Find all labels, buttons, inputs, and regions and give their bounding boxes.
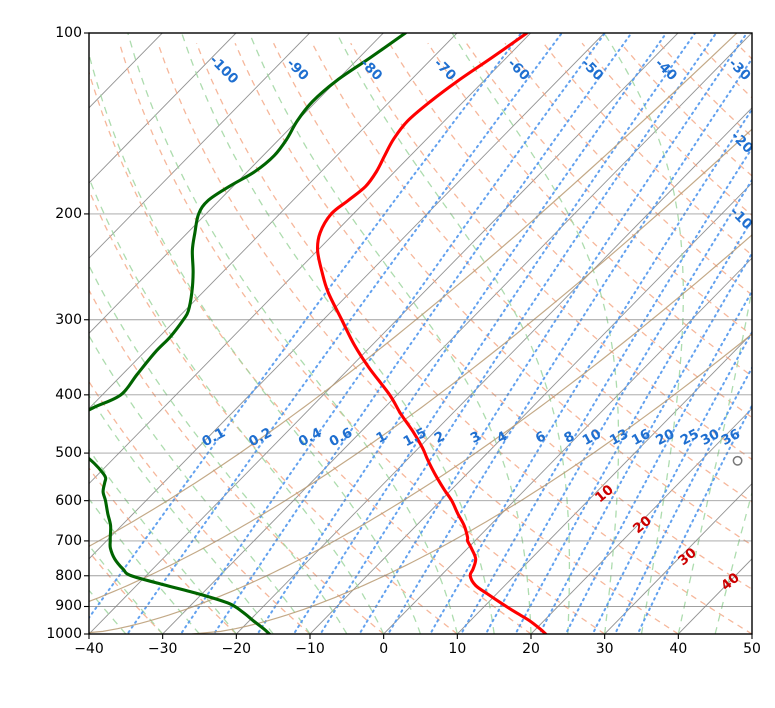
- mixing-ratio-label: 30: [698, 426, 722, 449]
- mixing-ratio-line: [319, 33, 718, 634]
- temperature-profile-line: [315, 33, 548, 634]
- dewpoint-profile-line: [89, 33, 407, 634]
- y-tick-label: 100: [55, 25, 82, 41]
- isotherm-line: [89, 33, 384, 334]
- dry-adiabat-line: [89, 70, 532, 634]
- dry-adiabat-line: [350, 42, 752, 461]
- mixing-ratio-label: 13: [607, 426, 631, 449]
- isotherm-line: [89, 33, 531, 485]
- lcl-marker: [732, 455, 743, 466]
- moist-adiabat-line: [89, 544, 164, 634]
- mixing-ratio-line: [538, 251, 752, 634]
- moist-adiabat-line: [89, 394, 274, 634]
- isotherm-line: [89, 33, 310, 259]
- x-tick-label: 30: [595, 641, 614, 657]
- mixing-ratio-line: [387, 57, 752, 634]
- isotherm-line: [604, 483, 752, 634]
- saturated-curve: [89, 128, 752, 603]
- y-tick-label: 500: [55, 445, 82, 462]
- y-tick-label: 900: [55, 598, 82, 615]
- y-tick-label: 400: [55, 386, 82, 403]
- y-tick-label: 1000: [46, 626, 82, 642]
- mixing-ratio-label: 16: [629, 426, 653, 449]
- dry-adiabat-line: [89, 550, 164, 634]
- dry-adiabat-line: [89, 288, 385, 634]
- moist-adiabat-line: [181, 33, 495, 634]
- moist-adiabat-line: [89, 176, 385, 634]
- moist-adiabat-line: [89, 334, 311, 634]
- x-tick-label: 40: [669, 641, 688, 657]
- y-axis-ticklabels: 100 200 300 400 500 600 700 800 900 1000: [16, 0, 82, 708]
- moist-adiabat-line: [677, 285, 752, 634]
- saturated-curve: [192, 333, 752, 634]
- x-tick-label: −40: [74, 641, 104, 657]
- mixing-ratio-line: [591, 330, 752, 634]
- mixing-ratio-line: [459, 146, 752, 634]
- dry-adiabat-line: [89, 188, 458, 634]
- isotherm-line: [89, 33, 237, 184]
- mixing-ratio-line: [292, 33, 697, 634]
- sounding-curves-layer: [89, 33, 743, 634]
- dry-adiabat-line: [195, 42, 752, 634]
- mixing-ratio-line: [89, 33, 523, 620]
- x-tick-label: 50: [743, 641, 761, 657]
- x-tick-label: −10: [295, 641, 325, 657]
- y-tick-label: 600: [55, 492, 82, 509]
- mixing-ratio-line: [613, 365, 752, 634]
- x-tick-label: −30: [147, 641, 178, 657]
- isotherm-line: [383, 257, 752, 634]
- dry-adiabat-line: [388, 42, 752, 419]
- mixing-ratio-line: [636, 403, 752, 634]
- mixing-ratio-line: [256, 33, 668, 634]
- x-tick-label: 0: [379, 641, 389, 657]
- moist-adiabat-line: [603, 33, 684, 634]
- moist-adiabat-line: [127, 33, 458, 634]
- isotherm-line: [530, 407, 752, 634]
- mixing-ratio-label: 20: [653, 426, 677, 449]
- plot-frame: [88, 32, 753, 635]
- isotherm-line: [89, 33, 458, 410]
- background-grid-layer: [89, 33, 752, 634]
- tick-marks: [84, 32, 753, 639]
- dry-adiabat-line: [427, 42, 752, 378]
- y-tick-label: 800: [55, 567, 82, 584]
- moist-adiabat-line: [335, 33, 571, 634]
- dry-adiabat-line: [118, 43, 606, 634]
- x-tick-label: 10: [448, 641, 467, 657]
- mixing-ratio-line: [429, 107, 752, 634]
- x-tick-label: −20: [221, 641, 252, 657]
- dry-adiabat-line: [234, 42, 752, 590]
- x-tick-label: 20: [522, 641, 540, 657]
- moist-adiabat-line: [89, 589, 127, 634]
- y-tick-label: 300: [55, 311, 82, 328]
- isotherm-line: [89, 33, 605, 560]
- isotherm-line: [236, 107, 752, 634]
- moist-adiabat-line: [714, 490, 752, 634]
- saturated-curve: [89, 33, 738, 547]
- moist-adiabat-line: [248, 33, 532, 634]
- mixing-ratio-line: [212, 33, 633, 634]
- mixing-ratio-label: 36: [719, 426, 743, 449]
- mixing-ratio-label: 10: [580, 426, 604, 449]
- moist-adiabat-line: [89, 448, 237, 634]
- mixing-ratio-line: [126, 33, 563, 634]
- isotherm-line: [162, 33, 752, 634]
- isotherm-line: [89, 33, 679, 634]
- dry-adiabat-line: [311, 42, 752, 503]
- moist-adiabat-line: [451, 33, 620, 634]
- y-tick-label: 200: [55, 205, 82, 222]
- y-tick-label: 700: [55, 532, 82, 549]
- mixing-ratio-line: [564, 289, 752, 634]
- mixing-ratio-line: [514, 217, 752, 634]
- mixing-ratio-label: 25: [678, 426, 702, 449]
- isotherm-line: [309, 182, 752, 634]
- dry-adiabat-line: [273, 42, 752, 546]
- moist-adiabat-line: [89, 497, 200, 634]
- moist-adiabat-line: [89, 264, 348, 634]
